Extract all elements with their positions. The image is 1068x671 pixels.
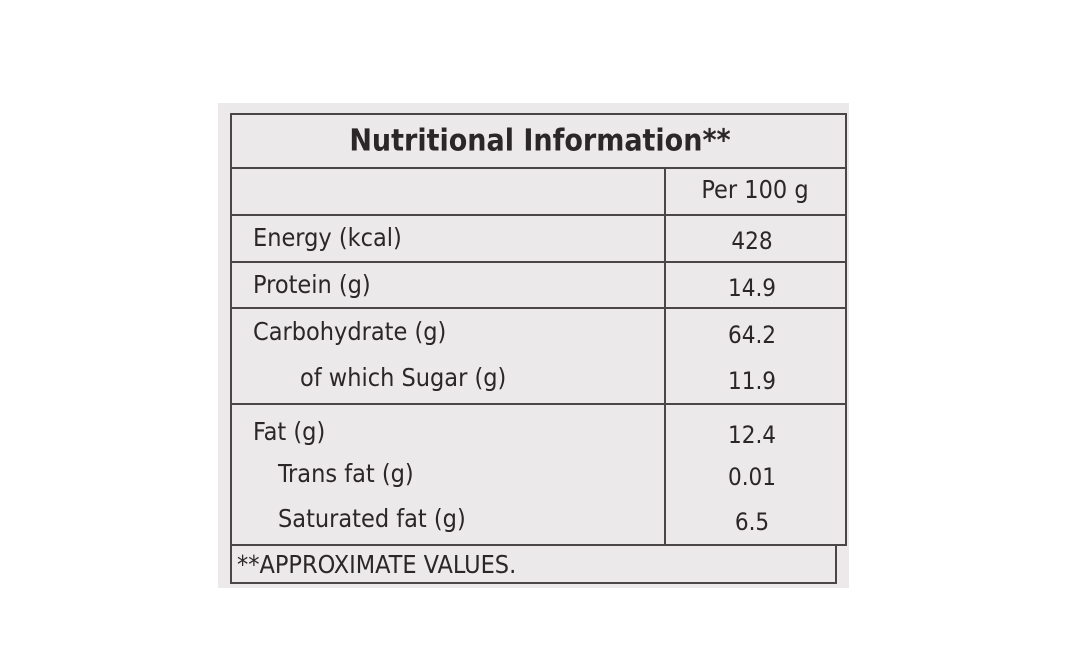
row-label: Fat (g) [253, 417, 325, 446]
row-value: 0.01 [728, 463, 776, 491]
table-title: Nutritional Information** [349, 124, 730, 159]
row-label: Protein (g) [253, 270, 371, 299]
row-label: Carbohydrate (g) [253, 317, 446, 346]
row-value: 12.4 [728, 421, 776, 449]
row-label: of which Sugar (g) [300, 363, 506, 392]
footer-note: **APPROXIMATE VALUES. [237, 550, 516, 579]
row-value: 428 [731, 227, 772, 255]
row-value: 14.9 [728, 274, 776, 302]
row-label: Saturated fat (g) [278, 504, 466, 533]
row-value: 11.9 [728, 367, 776, 395]
row-value: 6.5 [735, 508, 769, 536]
row-label: Trans fat (g) [277, 459, 414, 488]
footer-frame [230, 545, 837, 584]
row-value: 64.2 [728, 321, 776, 349]
table-frame [230, 113, 847, 546]
label-background [218, 103, 849, 588]
row-label: Energy (kcal) [253, 223, 402, 252]
column-header: Per 100 g [701, 175, 808, 204]
